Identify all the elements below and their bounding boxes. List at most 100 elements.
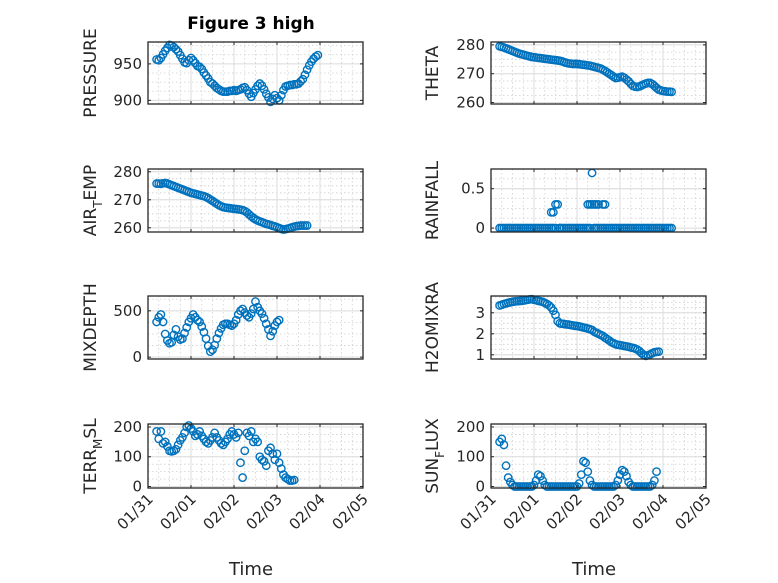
- y-axis-label-subscript: T: [91, 200, 105, 209]
- data-point: [311, 52, 321, 61]
- y-axis-label: RAINFALL: [423, 160, 443, 240]
- data-point: [251, 297, 260, 306]
- data-point: [238, 473, 248, 482]
- data-point: [169, 446, 179, 456]
- data-point: [548, 306, 558, 316]
- data-point: [257, 309, 267, 319]
- y-tick-label: 0: [475, 478, 485, 496]
- data-point: [152, 317, 162, 327]
- data-point: [227, 321, 237, 331]
- y-tick-label: 280: [456, 36, 485, 54]
- x-tick-label: 02/02: [200, 490, 243, 533]
- data-point: [272, 317, 282, 327]
- data-point: [581, 458, 590, 468]
- data-point: [274, 458, 284, 468]
- data-point: [617, 465, 627, 475]
- data-point: [223, 434, 232, 444]
- subplot-h2omixra: 1 2 3 H2OMIXRA: [423, 282, 707, 373]
- data-point: [216, 438, 226, 448]
- axes-frame: [147, 295, 364, 360]
- y-tick-label: 270: [113, 191, 142, 209]
- subplot-pressure: 900 950 PRESSURE: [81, 28, 364, 118]
- y-axis-label: TERRMSL: [81, 418, 105, 495]
- data-point: [613, 476, 623, 485]
- subplot-rainfall: 0 0.5 RAINFALL: [423, 160, 707, 240]
- axes-frame: [490, 41, 707, 105]
- data-point: [231, 432, 241, 442]
- data-point: [583, 467, 593, 477]
- x-tick-label: 02/01: [500, 490, 543, 533]
- data-point: [527, 482, 537, 491]
- data-point: [240, 446, 250, 456]
- data-point: [283, 474, 293, 484]
- data-point: [533, 470, 543, 480]
- y-tick-label: 200: [113, 418, 142, 436]
- y-axis-label: THETA: [423, 45, 443, 101]
- data-point: [647, 480, 657, 490]
- data-point: [236, 306, 245, 316]
- y-tick-label: 200: [456, 418, 485, 436]
- y-tick-label: 100: [456, 448, 485, 466]
- data-point: [300, 70, 310, 80]
- data-point: [201, 437, 211, 447]
- y-axis-label-subscript: M: [91, 439, 105, 449]
- data-point: [499, 440, 509, 450]
- data-point: [654, 347, 664, 357]
- data-point: [171, 44, 181, 54]
- figure-title: Figure 3 high: [187, 14, 315, 34]
- data-point: [186, 53, 196, 63]
- data-point: [197, 322, 207, 331]
- data-point: [182, 323, 192, 332]
- data-point: [266, 443, 275, 453]
- data-point: [652, 467, 661, 477]
- data-point: [611, 480, 621, 490]
- y-tick-label: 0: [132, 478, 142, 496]
- y-tick-label: 260: [113, 219, 142, 237]
- data-point: [619, 467, 629, 477]
- data-point: [195, 317, 205, 327]
- y-tick-label: 950: [113, 55, 142, 73]
- data-point: [261, 319, 271, 329]
- data-point: [169, 330, 179, 340]
- y-tick-label: 270: [456, 65, 485, 83]
- x-tick-label: 02/01: [157, 490, 200, 533]
- data-point: [253, 437, 263, 447]
- y-tick-label: 3: [475, 304, 485, 322]
- x-tick-label: 02/04: [629, 490, 672, 533]
- data-point: [173, 440, 183, 450]
- data-point: [162, 441, 172, 451]
- data-point: [266, 331, 275, 341]
- data-point: [236, 85, 245, 94]
- data-point: [154, 55, 164, 65]
- data-point: [177, 334, 187, 344]
- data-point: [276, 90, 286, 100]
- axes-frame: [147, 168, 364, 233]
- data-point: [236, 458, 245, 468]
- subplot-theta: 260 270 280 THETA: [423, 36, 707, 112]
- data-point: [272, 449, 282, 459]
- data-point: [574, 479, 584, 488]
- data-point: [205, 347, 215, 356]
- data-point: [246, 427, 256, 436]
- y-axis-label-rest: LUX: [423, 418, 443, 451]
- y-tick-label: 1: [475, 346, 485, 364]
- axes-frame: [490, 295, 707, 360]
- data-point: [302, 221, 312, 230]
- subplot-mixdepth: 0 500 MIXDEPTH: [81, 283, 364, 372]
- data-point: [160, 437, 170, 447]
- data-point: [645, 482, 655, 491]
- x-tick-label: 01/31: [114, 490, 157, 533]
- y-axis-label: AIRTEMP: [81, 165, 105, 236]
- x-axis-label-left: Time: [228, 559, 273, 580]
- data-point: [604, 336, 614, 345]
- data-point: [259, 85, 269, 94]
- data-point: [158, 317, 168, 327]
- data-point: [242, 311, 252, 320]
- data-point: [257, 455, 267, 465]
- data-point: [259, 313, 269, 323]
- data-point: [609, 482, 618, 491]
- data-point: [177, 432, 187, 442]
- data-point: [622, 471, 631, 481]
- data-point: [276, 464, 286, 474]
